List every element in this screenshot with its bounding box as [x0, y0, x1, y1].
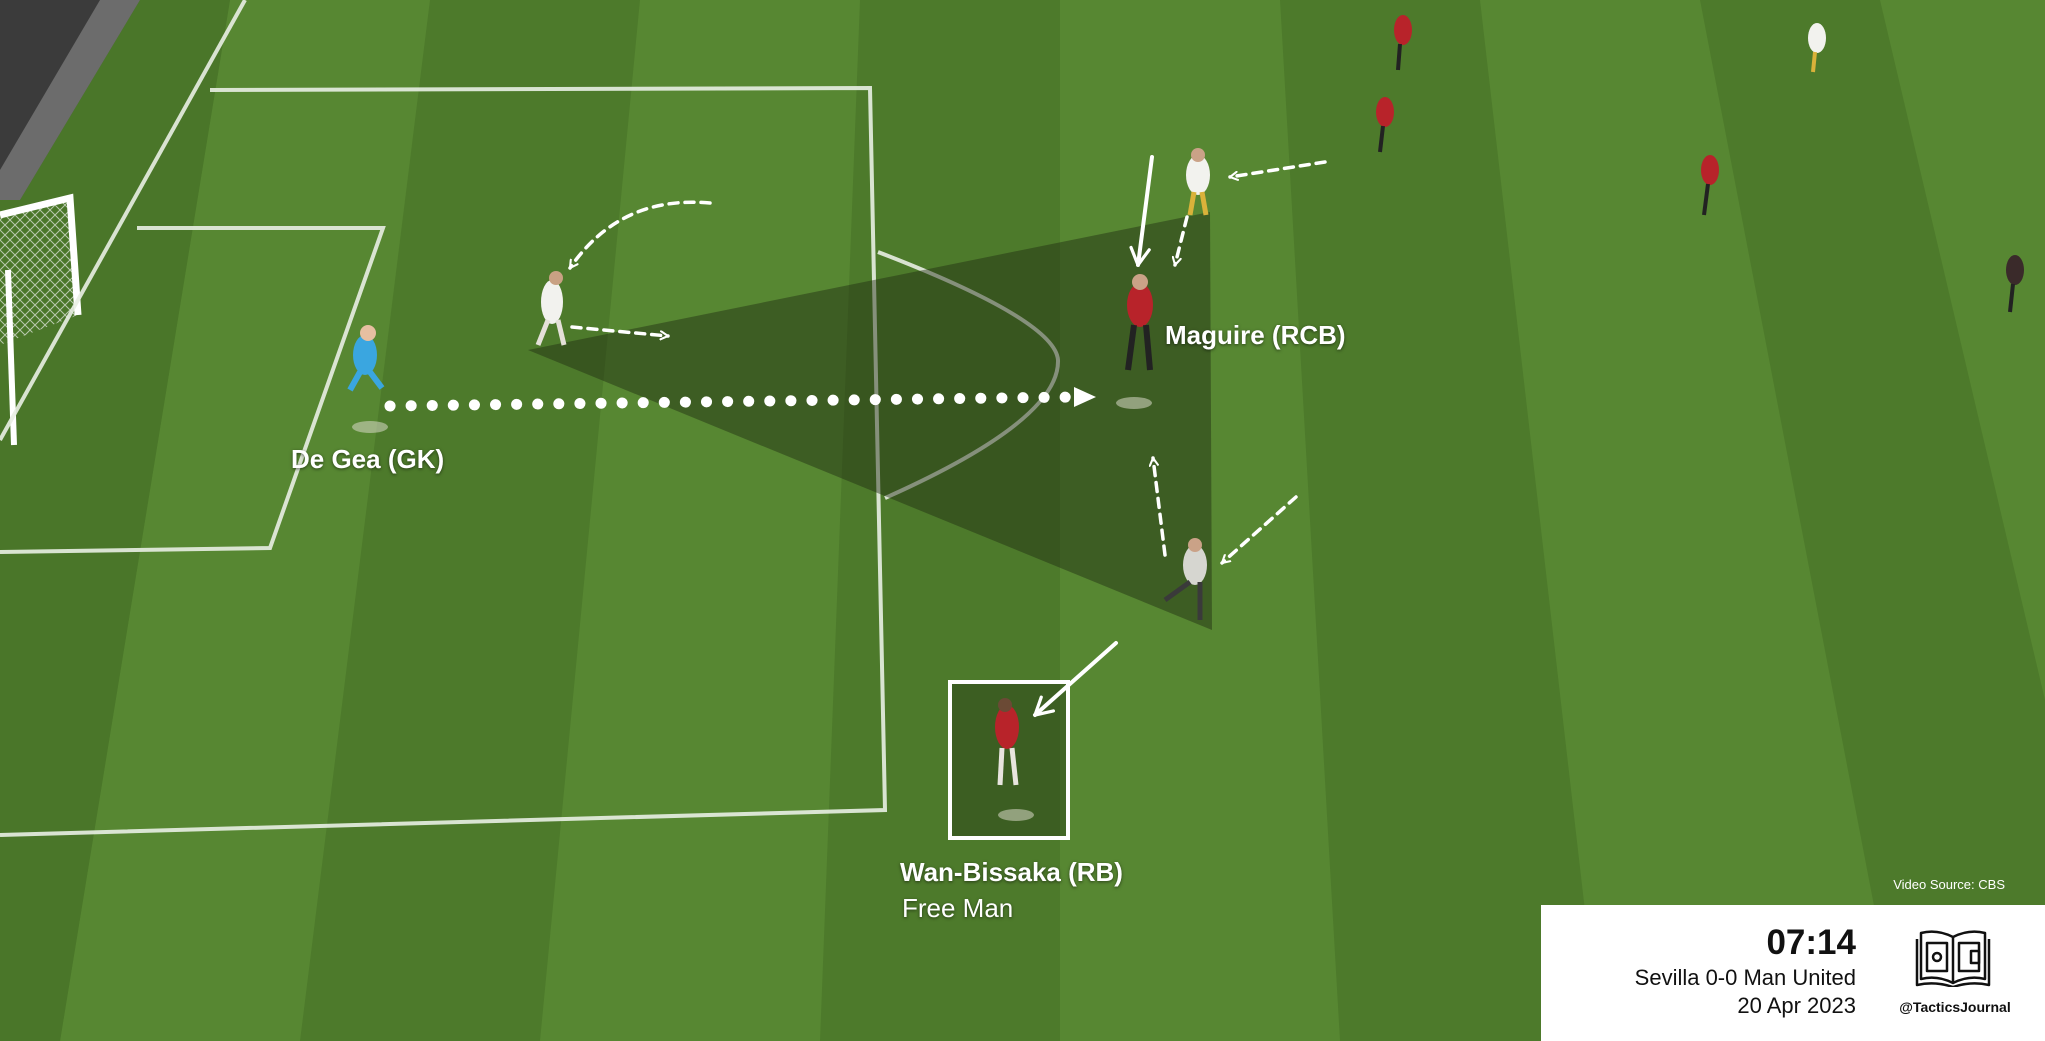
- free-man-box: [948, 680, 1070, 840]
- pressure-arrows: [1033, 155, 1154, 717]
- player-united-top1: [1394, 15, 1412, 71]
- match-fixture: Sevilla 0-0 Man United: [1634, 965, 1856, 990]
- player-sevilla-far: [1808, 23, 1826, 73]
- player-sevilla-bottom: [1163, 538, 1207, 620]
- label-free-man: Free Man: [902, 893, 1014, 923]
- label-degea: De Gea (GK): [291, 444, 445, 474]
- player-sevilla-left: [535, 271, 567, 346]
- label-maguire: Maguire (RCB): [1165, 320, 1346, 350]
- label-wanbissaka: Wan-Bissaka (RB): [900, 857, 1123, 887]
- player-wanbissaka: [995, 698, 1019, 786]
- player-shadows: [352, 397, 1152, 821]
- passing-lane-triangle: [528, 212, 1212, 630]
- video-source-credit: Video Source: CBS: [1893, 877, 2005, 892]
- player-degea: [347, 325, 385, 392]
- movement-arrows: [568, 160, 1327, 565]
- tactics-journal-handle: @TacticsJournal: [1899, 999, 2011, 1015]
- player-sevilla-top: [1186, 148, 1210, 216]
- open-book-pitch-icon: [1915, 930, 1991, 987]
- match-time: 07:14: [1766, 923, 1856, 962]
- goal-frame: [0, 193, 82, 446]
- match-info-panel: 07:14 Sevilla 0-0 Man United 20 Apr 2023…: [1541, 905, 2045, 1041]
- pitch-lines: [0, 0, 1061, 837]
- player-united-edge: [2006, 255, 2024, 313]
- player-united-top2: [1376, 97, 1394, 153]
- pass-arrow-head: [1074, 387, 1096, 407]
- match-date: 20 Apr 2023: [1737, 993, 1856, 1018]
- stands-corner: [0, 0, 140, 200]
- player-maguire: [1125, 274, 1153, 371]
- player-united-right: [1701, 155, 1719, 216]
- pass-arrow-dotted: [384, 391, 1081, 412]
